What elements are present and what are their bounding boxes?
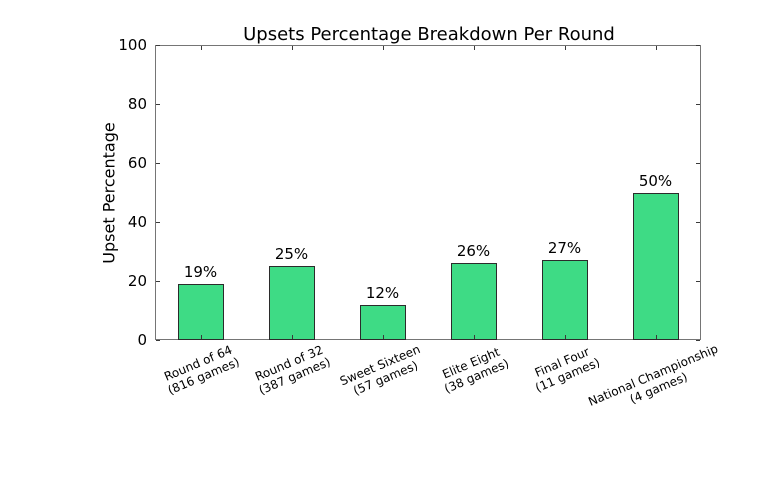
bar-value-label: 25% bbox=[274, 245, 309, 264]
y-tick-mark bbox=[156, 162, 160, 164]
bar bbox=[268, 266, 315, 340]
x-tick-label: Elite Eight (38 games) bbox=[436, 343, 511, 396]
x-tick-mark-top bbox=[200, 46, 202, 50]
y-tick-mark bbox=[156, 280, 160, 282]
x-tick-label: Round of 64 (816 games) bbox=[160, 342, 242, 398]
y-tick-mark-right bbox=[696, 44, 700, 46]
x-tick-mark bbox=[473, 335, 475, 339]
x-tick-mark bbox=[291, 335, 293, 339]
x-tick-mark bbox=[382, 335, 384, 339]
y-tick-mark bbox=[156, 103, 160, 105]
x-tick-mark bbox=[564, 335, 566, 339]
x-tick-label: Round of 32 (387 games) bbox=[251, 342, 333, 398]
bar-value-label: 19% bbox=[183, 262, 218, 281]
y-tick-label: 80 bbox=[127, 95, 147, 113]
y-tick-mark-right bbox=[696, 280, 700, 282]
x-tick-mark bbox=[655, 335, 657, 339]
x-tick-mark-top bbox=[382, 46, 384, 50]
bar bbox=[450, 263, 497, 340]
x-tick-mark bbox=[200, 335, 202, 339]
plot-area bbox=[155, 45, 701, 340]
y-tick-mark bbox=[156, 221, 160, 223]
bar bbox=[632, 192, 679, 340]
bar-value-label: 12% bbox=[365, 283, 400, 302]
y-tick-mark-right bbox=[696, 339, 700, 341]
x-tick-label: National Championship (4 games) bbox=[586, 342, 726, 423]
x-tick-label: Sweet Sixteen (57 games) bbox=[337, 342, 427, 402]
y-tick-mark-right bbox=[696, 103, 700, 105]
bar bbox=[359, 304, 406, 340]
x-tick-mark-top bbox=[473, 46, 475, 50]
bar bbox=[541, 260, 588, 340]
chart-title: Upsets Percentage Breakdown Per Round bbox=[243, 24, 615, 45]
y-tick-mark bbox=[156, 339, 160, 341]
y-tick-mark-right bbox=[696, 221, 700, 223]
x-tick-mark-top bbox=[564, 46, 566, 50]
y-tick-label: 40 bbox=[127, 213, 147, 231]
bar bbox=[177, 283, 224, 340]
y-tick-label: 0 bbox=[137, 331, 147, 349]
y-tick-mark-right bbox=[696, 162, 700, 164]
y-tick-label: 20 bbox=[127, 272, 147, 290]
y-tick-label: 60 bbox=[127, 154, 147, 172]
y-tick-label: 100 bbox=[118, 36, 147, 54]
x-tick-mark-top bbox=[655, 46, 657, 50]
y-axis-label: Upset Percentage bbox=[99, 122, 119, 264]
x-tick-mark-top bbox=[291, 46, 293, 50]
bar-value-label: 50% bbox=[638, 171, 673, 190]
bar-value-label: 26% bbox=[456, 242, 491, 261]
x-tick-label: Final Four (11 games) bbox=[527, 342, 602, 395]
bar-value-label: 27% bbox=[547, 239, 582, 258]
y-tick-mark bbox=[156, 44, 160, 46]
